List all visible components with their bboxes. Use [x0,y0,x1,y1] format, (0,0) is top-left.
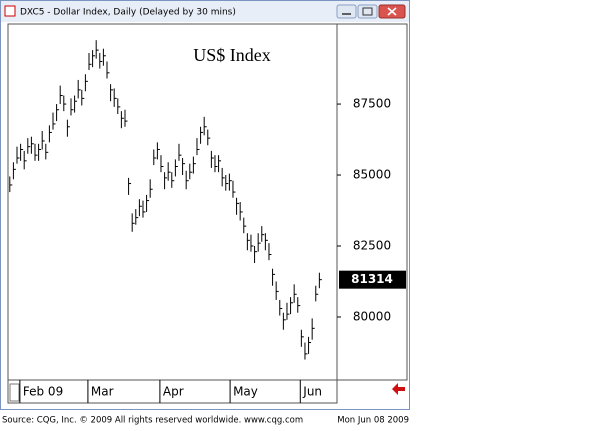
window-buttons [336,4,406,19]
window-title: DXC5 - Dollar Index, Daily (Delayed by 3… [20,8,236,18]
time-axis-panel [7,379,338,404]
x-tick-label: Feb 09 [23,385,63,399]
x-tick-label: Apr [163,385,184,399]
close-glyph [387,7,397,16]
footer-source: Source: CQG, Inc. © 2009 All rights rese… [2,416,303,426]
y-tick-label: 82500 [353,239,391,253]
x-tick-label: Mar [91,385,114,399]
minimize-button[interactable] [336,4,357,19]
plot-area [7,23,338,381]
x-tick-label: Jun [302,385,322,399]
y-tick-label: 87500 [353,97,391,111]
window-icon [4,5,16,17]
scroll-arrow[interactable] [392,383,405,395]
restore-glyph [362,7,373,16]
y-tick-label: 85000 [353,168,391,182]
price-axis-panel [336,23,408,381]
scroll-handle[interactable] [9,383,20,402]
last-price-label: 81314 [351,272,393,286]
title-bar [1,1,409,22]
last-price-box [339,270,406,289]
restore-button[interactable] [357,4,378,19]
y-tick-label: 80000 [353,309,391,323]
chart-title: US$ Index [193,45,271,65]
x-tick-label: May [233,385,258,399]
footer-date: Mon Jun 08 2009 [337,416,409,426]
